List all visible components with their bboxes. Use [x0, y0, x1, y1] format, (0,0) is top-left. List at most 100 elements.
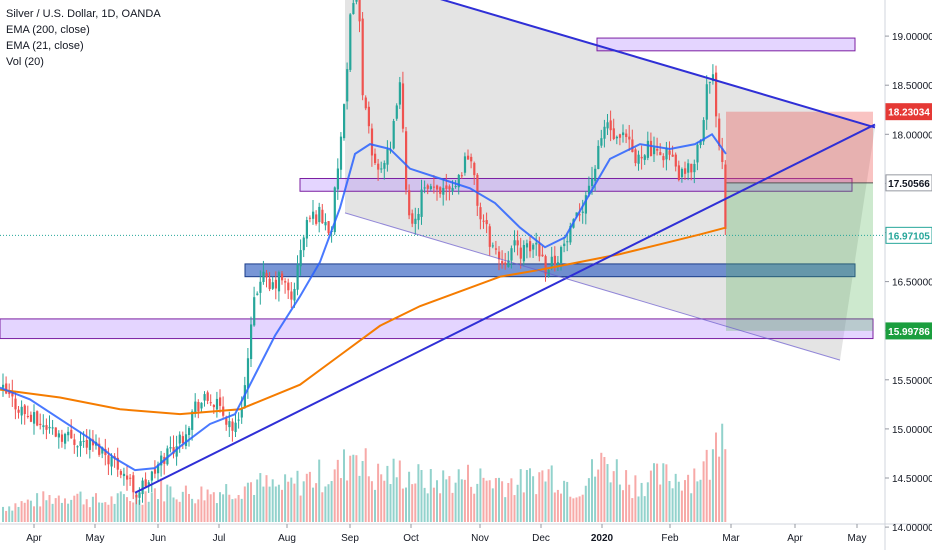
volume-bar: [20, 501, 23, 522]
volume-bar: [346, 480, 349, 522]
volume-bar: [315, 483, 318, 522]
candle-body: [516, 240, 519, 246]
volume-bar: [519, 469, 522, 522]
volume-bar: [8, 506, 11, 522]
volume-bar: [687, 474, 690, 522]
y-tick-label: 14.50000: [892, 474, 932, 485]
volume-bar: [104, 502, 107, 522]
volume-bar: [457, 469, 460, 522]
candle-body: [457, 174, 460, 188]
volume-bar: [169, 486, 172, 522]
volume-bar: [628, 484, 631, 522]
trendlines[interactable]: [134, 0, 876, 494]
candle-body: [321, 209, 324, 224]
price-label-stop: 18.23034: [888, 108, 930, 119]
volume-bar: [532, 476, 535, 522]
volume-bar: [600, 452, 603, 522]
candle-body: [160, 455, 163, 466]
candle-body: [426, 185, 429, 189]
candle-body: [690, 163, 693, 173]
candle-body: [501, 261, 504, 265]
volume-bar: [370, 481, 373, 522]
candle-body: [383, 162, 386, 169]
candle-body: [423, 187, 426, 189]
candle-body: [349, 14, 352, 70]
candle-body: [135, 494, 138, 498]
candle-body: [541, 254, 544, 257]
volume-bar: [609, 482, 612, 522]
candle-body: [194, 401, 197, 414]
volume-bar: [510, 478, 513, 522]
candle-body: [268, 278, 271, 290]
volume-bar: [234, 498, 237, 522]
volume-bar: [392, 458, 395, 522]
volume-bar: [693, 468, 696, 522]
candle-body: [693, 163, 696, 173]
symbol-title[interactable]: Silver / U.S. Dollar, 1D, OANDA: [6, 8, 161, 20]
volume-bar: [622, 490, 624, 522]
volume-bar: [85, 499, 88, 522]
volume-bar: [70, 499, 73, 522]
candle-body: [687, 163, 690, 173]
zone-bottom: [0, 318, 874, 340]
candle-body: [569, 225, 572, 243]
short-position-box[interactable]: [0, 111, 885, 331]
candle-body: [274, 279, 277, 289]
price-axis[interactable]: 14.0000014.5000015.0000015.5000016.00000…: [885, 0, 932, 534]
volume-bar: [715, 432, 717, 522]
candle-body: [625, 133, 628, 138]
candle-body: [293, 288, 296, 301]
volume-bar: [302, 481, 305, 522]
candle-body: [129, 477, 132, 479]
ema200-legend[interactable]: EMA (200, close): [6, 24, 90, 36]
volume-bar: [594, 476, 597, 522]
volume-bar: [219, 492, 221, 522]
candle-body: [507, 260, 510, 267]
volume-bar: [501, 481, 504, 522]
volume-bar: [690, 493, 693, 522]
volume-bar: [417, 464, 420, 522]
candle-body: [203, 394, 206, 401]
candle-body: [299, 250, 302, 267]
candle-body: [578, 214, 581, 216]
candle-body: [386, 149, 389, 165]
volume-bar: [473, 493, 476, 522]
volume-bar: [380, 474, 383, 522]
candle-body: [119, 471, 122, 475]
candle-body: [277, 272, 281, 292]
candle-body: [209, 402, 212, 404]
volume-bar: [181, 491, 184, 522]
volume-bar: [482, 477, 485, 522]
candle-body: [392, 120, 395, 149]
ema21-legend[interactable]: EMA (21, close): [6, 40, 84, 52]
volume-bar: [246, 482, 249, 522]
volume-bar: [525, 469, 528, 522]
volume-bar: [200, 486, 203, 522]
volume-bar: [383, 480, 386, 522]
volume-bar: [603, 457, 606, 522]
candle-body: [33, 412, 36, 424]
volume-bar: [674, 473, 677, 522]
trendline-upper: [439, 0, 876, 129]
candle-body: [377, 163, 380, 170]
support-resistance-zones[interactable]: [0, 37, 874, 340]
time-axis[interactable]: Apr May Jun Jul Aug Sep Oct Nov Dec 2020 Feb Mar Apr…: [26, 524, 866, 544]
volume-bar: [631, 498, 634, 522]
y-tick-label: 14.00000: [892, 523, 932, 534]
candle-body: [587, 185, 591, 195]
volume-bar: [395, 477, 398, 522]
candle-body: [560, 247, 563, 263]
y-tick-label: 15.00000: [892, 425, 932, 436]
candle-body: [271, 282, 274, 289]
zone-top: [596, 37, 856, 52]
volume-bar: [290, 477, 293, 522]
candle-body: [290, 291, 293, 300]
volume-bar: [439, 493, 442, 522]
candle-body: [680, 168, 684, 178]
candle-body: [212, 404, 215, 408]
volume-bar: [163, 501, 166, 522]
volume-legend[interactable]: Vol (20): [6, 56, 44, 68]
volume-bar: [563, 480, 566, 522]
volume-bar: [625, 470, 628, 522]
